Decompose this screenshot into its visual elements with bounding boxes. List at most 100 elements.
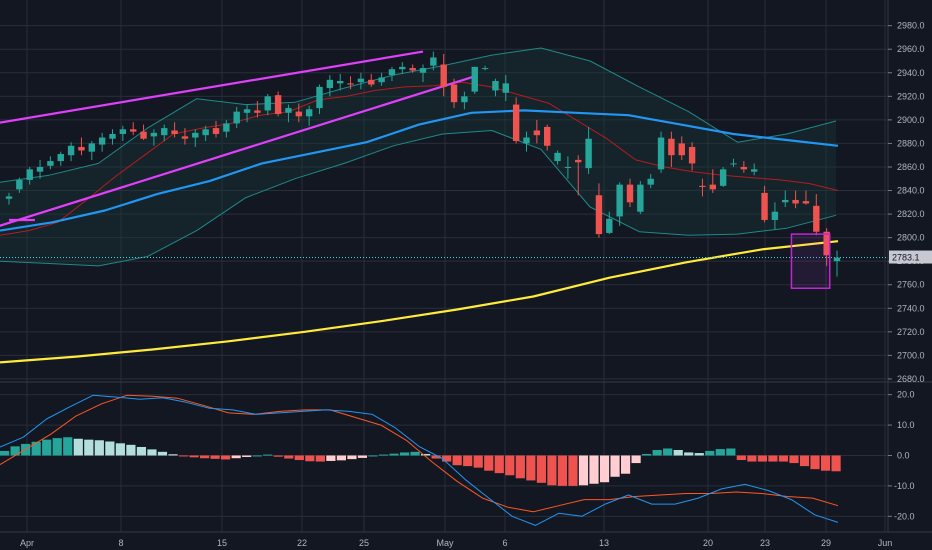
- time-tick-label: 22: [297, 538, 307, 548]
- candle-body: [564, 166, 572, 168]
- candle-body: [26, 169, 33, 180]
- candle-body: [181, 136, 189, 139]
- candle: [36, 159, 44, 179]
- price-tick-label: 2940.0: [897, 68, 925, 78]
- highlight-box[interactable]: [790, 233, 831, 290]
- candle: [533, 119, 541, 144]
- candle: [368, 73, 375, 87]
- histogram-bar: [494, 455, 504, 474]
- trendline: [0, 50, 424, 124]
- candle: [512, 97, 520, 144]
- candle-body: [792, 199, 799, 204]
- candle: [792, 190, 799, 209]
- candle: [399, 62, 406, 74]
- candle: [585, 126, 592, 175]
- histogram-bar: [52, 438, 62, 456]
- candle-body: [688, 146, 696, 164]
- price-tick-label: 2800.0: [897, 233, 925, 243]
- candle: [243, 104, 251, 123]
- histogram-bar: [31, 441, 41, 456]
- candle-body: [802, 201, 810, 204]
- candle: [109, 129, 116, 145]
- histogram-bar: [652, 450, 662, 456]
- histogram-bar: [778, 455, 789, 462]
- histogram-bar: [473, 455, 483, 468]
- histogram-bar: [736, 455, 746, 461]
- candle: [347, 76, 354, 90]
- bollinger-bands: [0, 47, 837, 267]
- candle-body: [130, 129, 137, 132]
- candle: [285, 104, 292, 123]
- last-price-label: 2783.1: [892, 253, 920, 263]
- histogram-bar: [315, 455, 325, 462]
- candle: [606, 211, 613, 235]
- histogram-bar: [526, 455, 536, 481]
- candle-body: [544, 126, 551, 146]
- histogram-bar: [168, 454, 178, 456]
- candle-body: [719, 169, 727, 186]
- candle: [130, 122, 137, 136]
- candle-body: [678, 143, 685, 156]
- histogram-bar: [305, 455, 315, 462]
- candle: [161, 124, 168, 142]
- candle-body: [699, 185, 706, 187]
- time-tick-label: 13: [599, 538, 609, 548]
- histogram-bar: [336, 455, 346, 461]
- candle: [657, 131, 665, 173]
- macd-tick-label: 0.0: [897, 450, 910, 460]
- candle: [678, 136, 685, 160]
- histogram-bar: [505, 455, 515, 476]
- trendline: [0, 75, 476, 227]
- candle-body: [730, 163, 737, 165]
- histogram-bar: [673, 450, 683, 456]
- histogram-bar: [536, 455, 546, 483]
- candle-body: [430, 57, 437, 66]
- candle: [140, 124, 147, 140]
- candle-body: [409, 68, 416, 71]
- candle: [171, 122, 178, 138]
- histogram-bar: [84, 439, 94, 456]
- histogram-bar: [273, 455, 283, 457]
- histogram-bar: [442, 455, 452, 462]
- candle: [388, 66, 396, 82]
- candle: [751, 163, 758, 176]
- candle: [802, 190, 810, 205]
- candle-body: [388, 69, 396, 76]
- highlight-rect[interactable]: [790, 233, 831, 290]
- candle-body: [626, 184, 634, 203]
- candle-body: [637, 184, 644, 212]
- histogram-bar: [42, 439, 52, 456]
- candle-body: [606, 218, 613, 233]
- candle: [502, 75, 509, 102]
- candle: [471, 66, 478, 94]
- histogram-bar: [347, 455, 357, 460]
- candle: [481, 65, 489, 71]
- histogram-bar: [263, 454, 273, 456]
- bb-upper-line: [0, 47, 837, 183]
- histogram-bar: [726, 448, 736, 456]
- histogram-bar: [452, 455, 462, 466]
- histogram-bar: [389, 453, 399, 456]
- histogram-bar: [768, 455, 778, 462]
- candle: [274, 91, 282, 117]
- histogram-bar: [199, 455, 210, 459]
- candle: [668, 131, 675, 167]
- candle: [212, 121, 220, 138]
- candle-body: [595, 195, 603, 235]
- macd-line: [0, 394, 839, 526]
- candle: [305, 105, 313, 126]
- candle: [337, 73, 344, 91]
- candle: [740, 161, 748, 173]
- candle: [782, 190, 789, 208]
- time-tick-label: 23: [760, 538, 770, 548]
- candle-body: [119, 129, 127, 134]
- candle-body: [523, 137, 530, 144]
- price-tick-label: 2680.0: [897, 374, 925, 384]
- histogram-bar: [747, 455, 757, 462]
- candle-body: [16, 179, 23, 190]
- histogram-bar: [463, 455, 473, 467]
- histogram-bar: [557, 455, 568, 486]
- candle: [233, 106, 240, 129]
- histogram-bar: [757, 455, 767, 462]
